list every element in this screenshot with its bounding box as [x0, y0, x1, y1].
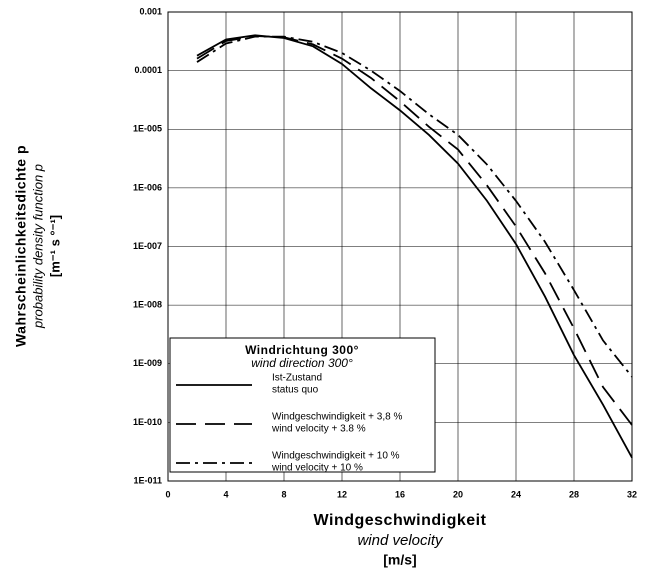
legend-label: Windgeschwindigkeit + 3,8 % [272, 412, 402, 423]
y-label-en: probability density function p [30, 164, 45, 329]
x-tick-label: 32 [627, 489, 637, 499]
legend-subtitle: wind direction 300° [251, 356, 353, 370]
legend-label-en: wind velocity + 10 % [271, 463, 363, 474]
legend-label-en: status quo [272, 385, 319, 396]
x-tick-label: 24 [511, 489, 521, 499]
x-tick-label: 16 [395, 489, 405, 499]
y-tick-label: 1E-006 [133, 182, 162, 192]
legend-label-en: wind velocity + 3.8 % [271, 424, 366, 435]
legend-label: Ist-Zustand [272, 373, 322, 384]
y-label-group: Wahrscheinlichkeitsdichte p probability … [13, 145, 63, 347]
legend-title: Windrichtung 300° [245, 343, 359, 357]
x-unit: [m/s] [383, 552, 416, 568]
x-tick-label: 0 [165, 489, 170, 499]
x-tick-label: 20 [453, 489, 463, 499]
plot-frame [167, 11, 633, 482]
y-tick-label: 1E-010 [133, 417, 162, 427]
y-label: Wahrscheinlichkeitsdichte p [13, 145, 29, 347]
y-tick-label: 1E-008 [133, 300, 162, 310]
y-tick-label: 1E-005 [133, 124, 162, 134]
y-tick-label: 1E-007 [133, 241, 162, 251]
x-tick-label: 8 [281, 489, 286, 499]
x-tick-label: 12 [337, 489, 347, 499]
x-label-en: wind velocity [357, 532, 444, 549]
y-unit: [m⁻¹ s °⁻¹] [47, 215, 62, 277]
series-line [196, 35, 633, 426]
y-tick-label: 0.0001 [134, 65, 162, 75]
series-line [196, 35, 633, 378]
y-tick-label: 0.001 [139, 6, 162, 16]
y-tick-label: 1E-011 [133, 475, 162, 485]
legend-box [169, 337, 436, 473]
x-tick-label: 4 [223, 489, 228, 499]
x-tick-label: 28 [569, 489, 579, 499]
x-label: Windgeschwindigkeit [314, 512, 487, 529]
legend-label: Windgeschwindigkeit + 10 % [272, 451, 400, 462]
y-tick-label: 1E-009 [133, 358, 162, 368]
